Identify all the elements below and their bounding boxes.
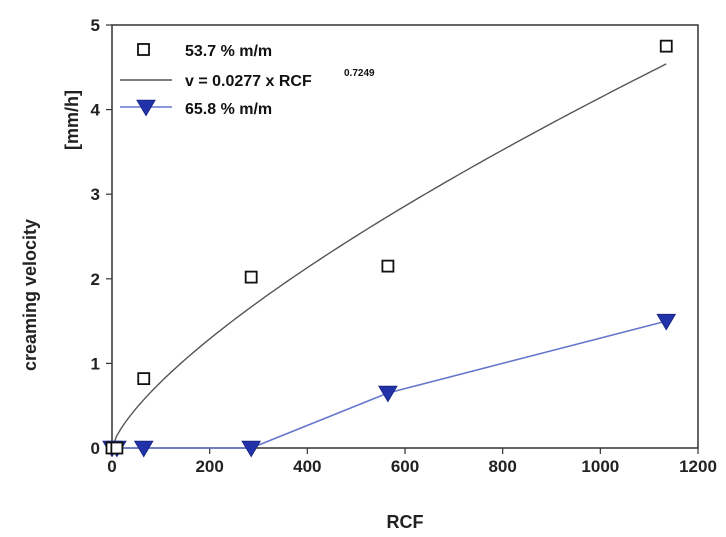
- legend-label-fit: v = 0.0277 x RCF: [185, 73, 312, 90]
- y-tick-label: 5: [91, 16, 100, 35]
- x-axis-ticks: 0 200 400 600 800 1000 1200: [107, 448, 717, 476]
- x-tick-label: 200: [195, 457, 223, 476]
- series-65-8-point: [378, 385, 398, 403]
- x-tick-label: 1200: [679, 457, 717, 476]
- series-53-7-point: [381, 259, 395, 273]
- y-axis-ticks: 0 1 2 3 4 5: [91, 16, 112, 458]
- series-65-8-point: [241, 440, 262, 458]
- y-tick-label: 2: [91, 270, 100, 289]
- legend: 53.7 % m/m v = 0.0277 x RCF 0.7249 65.8 % m…: [120, 43, 375, 118]
- x-tick-label: 600: [391, 457, 419, 476]
- x-tick-label: 400: [293, 457, 321, 476]
- series-53-7-point: [244, 270, 258, 284]
- x-tick-label: 0: [107, 457, 116, 476]
- y-tick-label: 3: [91, 185, 100, 204]
- x-axis-label: RCF: [387, 512, 424, 532]
- series-65-8-point: [656, 313, 677, 331]
- plot-area: [111, 24, 699, 449]
- y-axis-unit: [mm/h]: [62, 90, 82, 150]
- fit-curve: [111, 63, 667, 449]
- series-65-8-point: [133, 440, 154, 458]
- series-53-7-point: [137, 372, 151, 386]
- y-tick-label: 4: [91, 101, 101, 120]
- legend-marker-53-7: [137, 43, 150, 56]
- x-tick-label: 800: [488, 457, 516, 476]
- legend-marker-65-8: [136, 99, 156, 117]
- series-53-7-point: [659, 39, 673, 53]
- y-tick-label: 1: [91, 354, 100, 373]
- y-axis-label: creaming velocity: [20, 219, 40, 371]
- series-53-7-point: [110, 441, 124, 455]
- y-tick-label: 0: [91, 439, 100, 458]
- legend-label-fit-exponent: 0.7249: [344, 68, 375, 79]
- series-layer: [102, 39, 677, 458]
- x-tick-label: 1000: [581, 457, 619, 476]
- legend-label-53-7: 53.7 % m/m: [185, 43, 272, 60]
- legend-label-65-8: 65.8 % m/m: [185, 101, 272, 118]
